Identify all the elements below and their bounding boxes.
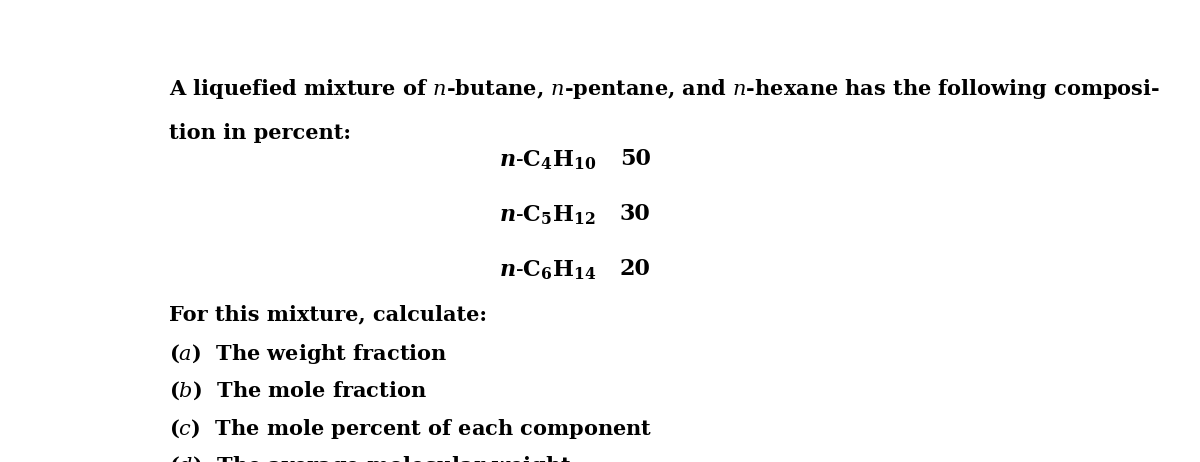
Text: $\boldsymbol{n}$-$\mathbf{C_5H_{12}}$: $\boldsymbol{n}$-$\mathbf{C_5H_{12}}$ — [499, 203, 595, 227]
Text: ($\mathbf{\mathit{d}}$)  The average molecular weight: ($\mathbf{\mathit{d}}$) The average mole… — [168, 454, 571, 462]
Text: ($\mathbf{\mathit{b}}$)  The mole fraction: ($\mathbf{\mathit{b}}$) The mole fractio… — [168, 379, 426, 401]
Text: $\boldsymbol{n}$-$\mathbf{C_4H_{10}}$: $\boldsymbol{n}$-$\mathbf{C_4H_{10}}$ — [499, 148, 596, 171]
Text: tion in percent:: tion in percent: — [168, 123, 350, 143]
Text: 20: 20 — [619, 258, 650, 280]
Text: For this mixture, calculate:: For this mixture, calculate: — [168, 304, 487, 324]
Text: 50: 50 — [619, 148, 650, 170]
Text: ($\mathbf{\mathit{a}}$)  The weight fraction: ($\mathbf{\mathit{a}}$) The weight fract… — [168, 342, 446, 366]
Text: $\boldsymbol{n}$-$\mathbf{C_6H_{14}}$: $\boldsymbol{n}$-$\mathbf{C_6H_{14}}$ — [499, 258, 596, 282]
Text: 30: 30 — [619, 203, 650, 225]
Text: A liquefied mixture of $\mathit{n}$-butane, $\mathit{n}$-pentane, and $\mathit{n: A liquefied mixture of $\mathit{n}$-buta… — [168, 77, 1159, 101]
Text: ($\mathbf{\mathit{c}}$)  The mole percent of each component: ($\mathbf{\mathit{c}}$) The mole percent… — [168, 417, 652, 440]
